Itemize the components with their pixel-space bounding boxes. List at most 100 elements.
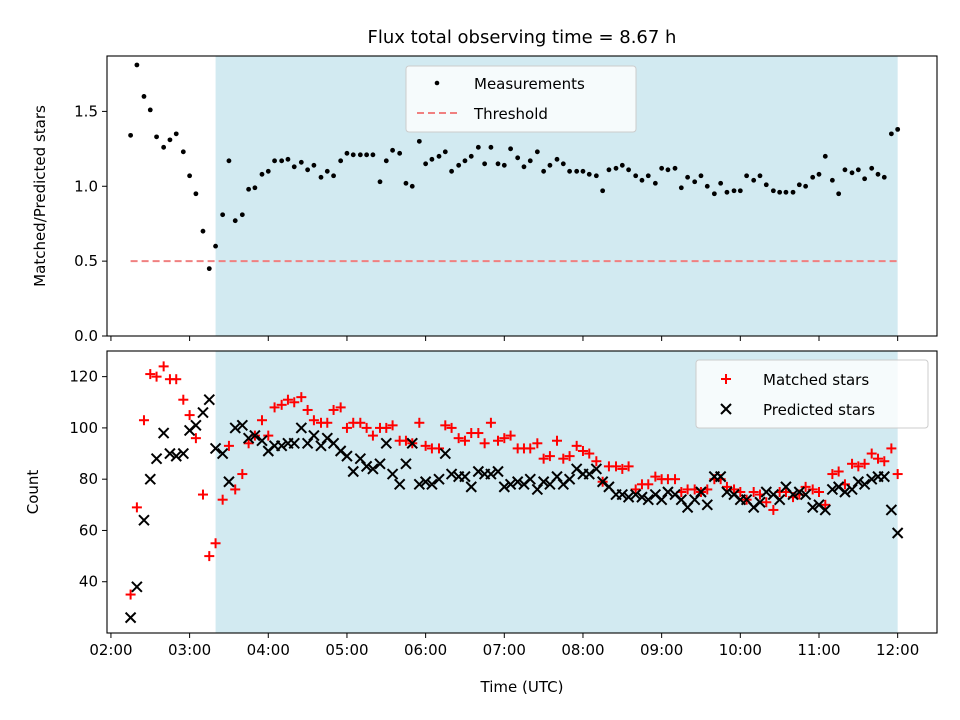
matched-stars-point (414, 417, 425, 428)
measurements-point (619, 162, 625, 168)
measurements-point (291, 164, 297, 170)
predicted-stars-point (793, 486, 806, 498)
matched-stars-point (453, 433, 464, 444)
measurements-point (704, 183, 710, 189)
matched-stars-point (761, 497, 772, 508)
predicted-stars-point (459, 470, 471, 483)
y-tick-label: 0.0 (74, 327, 98, 345)
matched-stars-point (125, 589, 136, 600)
x-tick-label: 06:00 (404, 641, 447, 659)
predicted-stars-point (406, 437, 418, 449)
y-tick-label: 40 (79, 573, 98, 591)
predicted-stars-point (288, 437, 300, 449)
predicted-stars-point (839, 486, 851, 498)
predicted-stars-point (498, 481, 511, 493)
bottom-legend-box (695, 359, 929, 429)
legend-matched-marker (721, 374, 731, 384)
measurements-point (790, 189, 796, 195)
measurements-point (842, 167, 848, 173)
x-tick-label: 12:00 (876, 641, 919, 659)
matched-stars-point (505, 430, 516, 441)
measurements-point (672, 165, 678, 171)
measurements-point (298, 159, 304, 165)
matched-stars-point (335, 402, 346, 413)
predicted-stars-point (563, 473, 576, 485)
predicted-stars-point (275, 440, 288, 452)
predicted-stars-point (144, 473, 156, 485)
matched-stars-point (859, 458, 870, 469)
y-tick-label: 120 (69, 368, 98, 386)
matched-stars-point (721, 481, 732, 492)
panel-ratio: 0.0 0.5 1.0 1.5 Matched/Predicted stars Mea… (31, 55, 938, 345)
y-tick-label: 100 (69, 419, 98, 437)
measurements-point (731, 188, 737, 194)
measurements-point (338, 158, 344, 164)
measurements-point (462, 158, 468, 164)
measurements-point (737, 188, 743, 194)
matched-stars-point (131, 502, 142, 513)
measurements-point (488, 144, 494, 150)
predicted-stars-point (249, 429, 261, 442)
measurements-point (311, 162, 317, 168)
measurements-points (128, 62, 901, 272)
predicted-stars-point (878, 470, 890, 483)
matched-stars-point (341, 422, 352, 433)
matched-stars-point (485, 417, 496, 428)
measurements-point (803, 183, 809, 189)
measurements-point (869, 165, 875, 171)
matched-stars-point (223, 440, 234, 451)
predicted-stars-point (367, 463, 379, 475)
measurements-point (508, 146, 513, 152)
measurements-point (324, 168, 330, 174)
predicted-stars-point (426, 478, 438, 491)
measurements-point (685, 174, 691, 180)
x-axis-label: Time (UTC) (480, 678, 564, 696)
predicted-stars-point (439, 447, 452, 460)
matched-stars-point (184, 410, 195, 421)
measurements-point (744, 173, 750, 179)
predicted-stars-point (374, 458, 386, 470)
matched-stars-point (892, 469, 903, 480)
measurements-point (468, 153, 474, 159)
predicted-stars-point (885, 504, 898, 516)
legend-measurements-label: Measurements (474, 75, 585, 93)
measurements-point (265, 168, 271, 174)
measurements-point (147, 107, 153, 113)
matched-stars-point (499, 433, 510, 444)
predicted-stars-point (170, 450, 182, 462)
predicted-stars-point (819, 504, 831, 516)
y-tick-label: 1.0 (74, 177, 98, 195)
matched-stars-point (577, 445, 588, 456)
measurements-point (515, 155, 521, 161)
matched-stars-point (584, 448, 595, 459)
measurements-point (305, 167, 311, 173)
predicted-stars-point (308, 429, 320, 442)
measurements-point (796, 182, 802, 188)
matched-stars-point (532, 438, 543, 449)
measurements-point (331, 173, 336, 179)
legend-threshold-label: Threshold (473, 105, 548, 123)
legend-measurements-marker (434, 80, 440, 86)
measurements-point (134, 62, 140, 68)
measurements-point (154, 134, 159, 140)
matched-stars-point (872, 453, 883, 464)
predicted-stars-point (760, 486, 772, 498)
matched-stars-point (611, 461, 622, 472)
matched-stars-point (158, 361, 169, 372)
predicted-stars-point (164, 447, 176, 460)
measurements-point (272, 158, 277, 164)
matched-stars-point (479, 438, 490, 449)
predicted-stars-point (492, 465, 504, 478)
measurements-point (862, 176, 868, 182)
matched-stars-point (847, 458, 858, 469)
measurements-point (606, 167, 612, 173)
matched-stars-point (886, 443, 897, 454)
matched-stars-point (237, 469, 248, 480)
matched-stars-point (145, 369, 156, 380)
measurements-point (659, 165, 665, 171)
y-tick-label: 1.5 (74, 102, 98, 120)
matched-stars-point (630, 484, 641, 495)
matched-stars-point (204, 551, 215, 562)
measurements-point (370, 152, 376, 158)
